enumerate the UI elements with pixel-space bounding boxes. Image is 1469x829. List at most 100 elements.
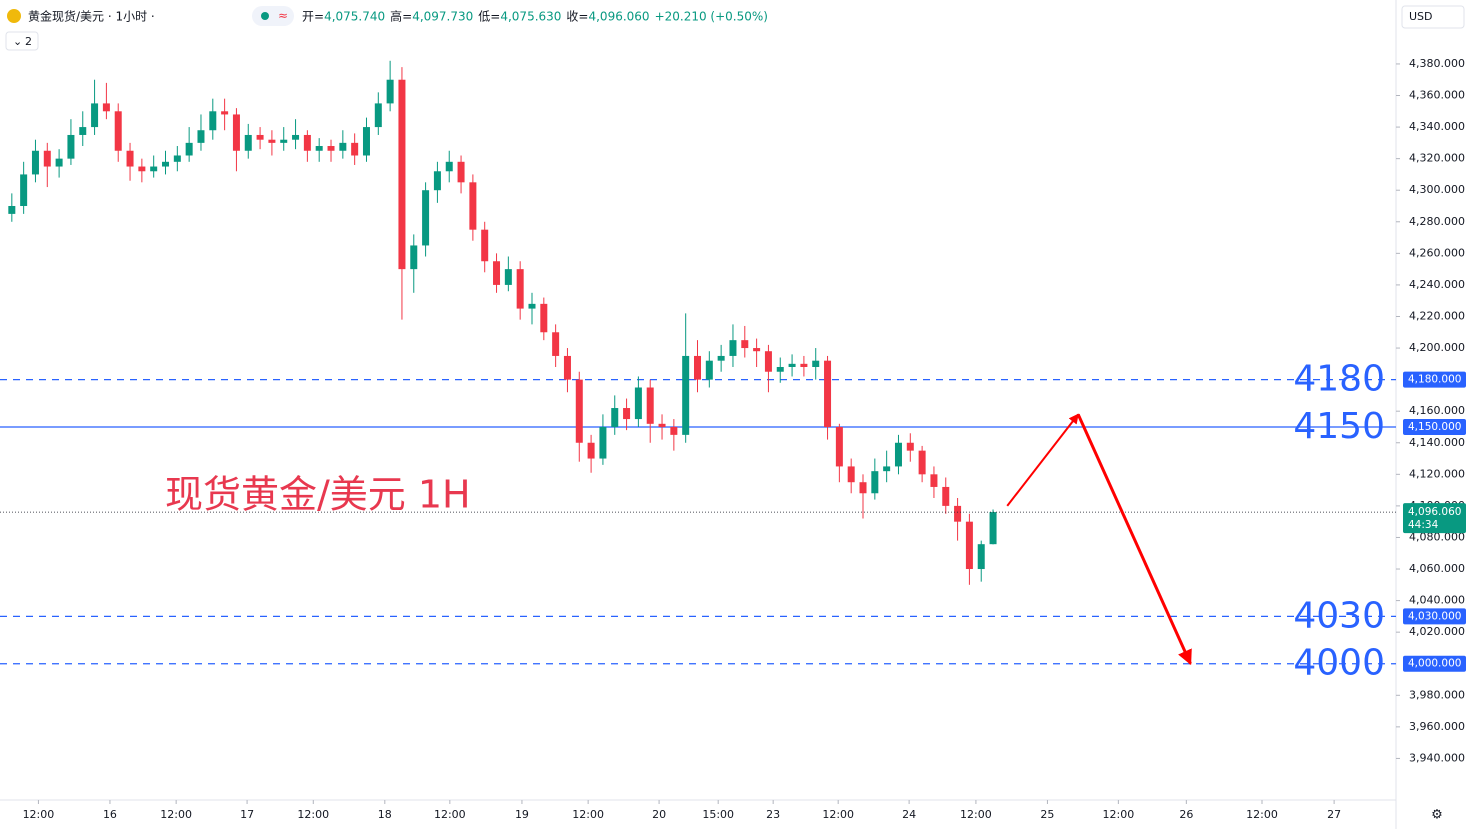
header-c-label: 收= [566, 10, 588, 24]
candle-body [197, 130, 205, 143]
indicator-count: 2 [25, 35, 32, 48]
x-tick-label: 12:00 [822, 808, 854, 821]
candle-body [162, 161, 170, 167]
currency-box[interactable] [1401, 5, 1465, 29]
candle-body [753, 348, 761, 352]
candle-body [209, 111, 217, 131]
candle-body [764, 351, 772, 372]
level-value: 4180 [1293, 359, 1385, 400]
x-tick-label: 12:00 [960, 808, 992, 821]
candle-body [646, 387, 654, 424]
x-tick-label: 12:00 [1103, 808, 1135, 821]
x-tick-label: 20 [652, 808, 666, 821]
candle-body [351, 142, 359, 156]
candle-body [398, 79, 406, 270]
candle-body [741, 340, 749, 349]
candle-body [31, 150, 39, 175]
settings-icon[interactable]: ⚙ [1431, 808, 1443, 823]
candle-body [244, 134, 252, 151]
candle-body [185, 142, 193, 156]
level-badge-label: 4,150.000 [1408, 421, 1461, 433]
candle-body [386, 79, 394, 104]
candle-body [587, 442, 595, 459]
indicator-toggle[interactable] [5, 31, 39, 51]
forecast-arrow [1006, 413, 1079, 507]
candle-body [504, 269, 512, 285]
candle-body [256, 134, 264, 140]
candle-body [812, 360, 820, 367]
x-tick-label: 19 [515, 808, 529, 821]
y-tick-label: 4,220.000 [1409, 309, 1465, 322]
candle-body [563, 355, 571, 380]
candle-body [315, 146, 323, 151]
currency: USD [1409, 10, 1433, 23]
indicator-chevron: ⌄ [13, 35, 22, 48]
candle-body [43, 150, 51, 167]
header-h: 4,097.730 [412, 10, 473, 24]
candle-body [232, 114, 240, 151]
candle-body [847, 466, 855, 483]
y-tick-label: 4,040.000 [1409, 594, 1465, 607]
candle-body [445, 161, 453, 172]
x-tick-label: 12:00 [23, 808, 55, 821]
y-tick-label: 4,240.000 [1409, 278, 1465, 291]
level-value: 4000 [1293, 643, 1385, 684]
candle-body [433, 171, 441, 191]
candle-body [883, 466, 891, 472]
candle-body [611, 408, 619, 427]
level-value: 4030 [1293, 595, 1385, 636]
header-o-label: 开= [302, 10, 324, 24]
header-c: 4,096.060 [588, 10, 649, 24]
y-tick-label: 4,020.000 [1409, 625, 1465, 638]
x-tick-label: 15:00 [702, 808, 734, 821]
level-badge-label: 4,180.000 [1408, 374, 1461, 386]
candle-body [516, 269, 524, 309]
candle-body [114, 111, 122, 151]
y-tick-label: 4,320.000 [1409, 152, 1465, 165]
y-tick-label: 4,060.000 [1409, 562, 1465, 575]
candle-body [221, 111, 229, 115]
y-tick-label: 4,260.000 [1409, 246, 1465, 259]
candle-body [694, 355, 701, 380]
candle-body [422, 190, 430, 246]
x-tick-label: 12:00 [572, 808, 604, 821]
candle-body [457, 161, 465, 183]
x-tick-label: 12:00 [297, 808, 329, 821]
header-change: +20.210 (+0.50%) [655, 10, 768, 24]
header-h-label: 高= [390, 9, 412, 24]
candle-body [268, 139, 276, 143]
y-tick-label: 4,140.000 [1409, 436, 1465, 449]
last-price-badge [1403, 503, 1466, 534]
candle-body [729, 340, 737, 356]
candle-body [658, 423, 666, 427]
candle-body [788, 363, 796, 367]
candle-body [481, 229, 489, 262]
candle-body [623, 408, 631, 420]
y-tick-label: 4,360.000 [1409, 89, 1465, 102]
candle-body [528, 303, 536, 309]
candle-body [634, 387, 642, 420]
candle-body [824, 360, 832, 427]
candle-body [575, 379, 583, 443]
symbol-icon [7, 9, 21, 23]
y-tick-label: 4,080.000 [1409, 530, 1465, 543]
candle-body [859, 482, 867, 494]
candle-body [8, 205, 16, 214]
candle-body [894, 442, 902, 467]
candle-body [835, 426, 843, 467]
y-tick-label: 4,300.000 [1409, 183, 1465, 196]
x-tick-label: 24 [902, 808, 916, 821]
level-badge [1403, 608, 1466, 625]
y-tick-label: 4,380.000 [1409, 57, 1465, 70]
level-value: 4150 [1293, 406, 1385, 447]
y-tick-label: 3,940.000 [1409, 751, 1465, 764]
x-tick-label: 27 [1327, 808, 1341, 821]
candle-body [469, 182, 477, 230]
level-badge-label: 4,000.000 [1408, 658, 1461, 670]
candle-body [705, 360, 713, 380]
candle-body [67, 134, 75, 159]
candle-body [292, 134, 300, 140]
x-tick-label: 18 [378, 808, 392, 821]
candle-body [327, 146, 335, 151]
candle-body [776, 366, 784, 372]
